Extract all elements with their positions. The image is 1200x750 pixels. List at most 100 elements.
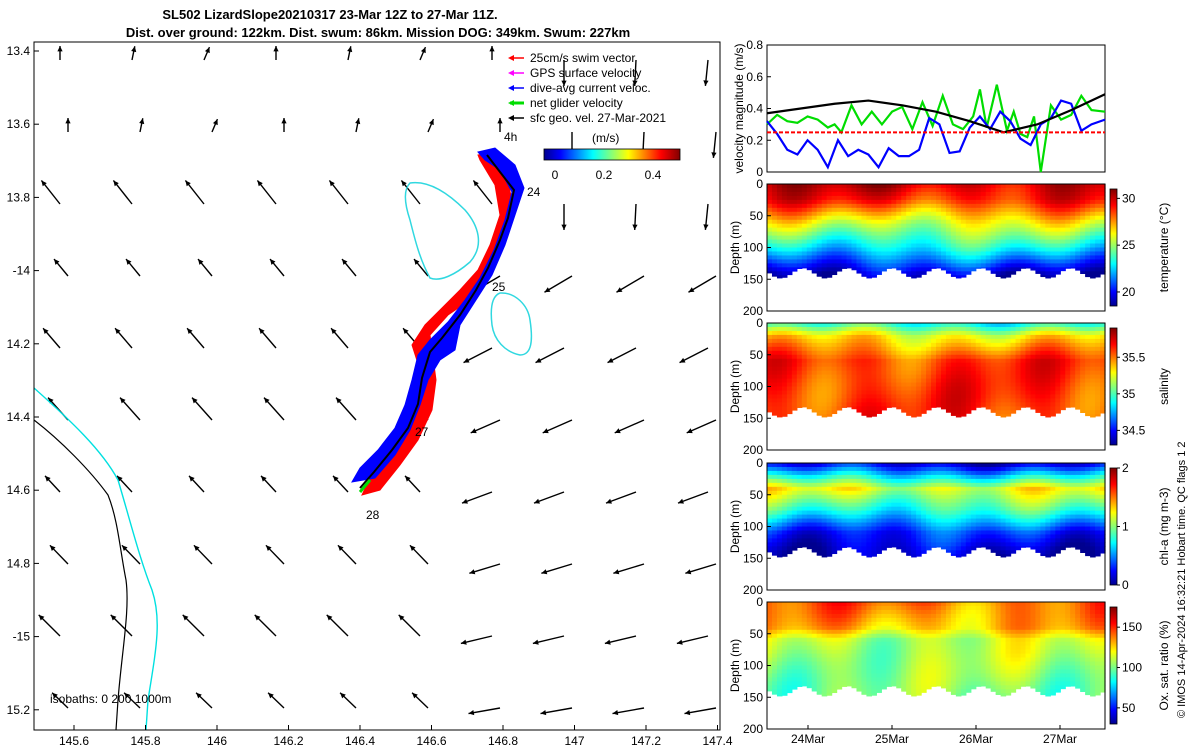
section-cell: [886, 211, 892, 217]
section-cell: [1055, 514, 1061, 520]
section-cell: [896, 366, 902, 372]
section-cell: [846, 211, 853, 217]
section-cell: [786, 402, 793, 407]
section-cell: [911, 191, 917, 197]
section-cell: [1065, 518, 1071, 524]
section-cell: [806, 195, 813, 201]
section-cell: [975, 490, 982, 496]
section-cell: [950, 463, 957, 468]
section-cell: [856, 184, 863, 189]
section-cell: [771, 466, 778, 472]
section-cell: [985, 195, 992, 201]
section-cell: [871, 358, 877, 364]
section-cell: [911, 255, 917, 260]
section-cell: [821, 199, 828, 205]
section-cell: [1055, 199, 1061, 205]
section-cell: [1055, 546, 1061, 551]
section-cell: [786, 526, 793, 531]
section-cell: [1100, 394, 1106, 399]
section-cell: [1020, 463, 1027, 468]
section-cell: [816, 482, 823, 488]
section-cell: [776, 605, 783, 611]
section-cell: [990, 330, 997, 336]
section-cell: [990, 346, 997, 352]
section-cell: [965, 402, 972, 407]
section-cell: [861, 195, 868, 201]
section-cell: [1040, 199, 1046, 205]
section-cell: [901, 530, 907, 535]
section-cell: [1045, 326, 1051, 332]
section-cell: [995, 510, 1002, 516]
section-cell: [841, 506, 848, 512]
section-cell: [781, 669, 788, 674]
geo-velocity-arrow: [703, 203, 709, 230]
section-cell: [926, 227, 932, 233]
section-cell: [1010, 394, 1017, 399]
section-cell: [1095, 227, 1101, 233]
section-cell: [846, 231, 853, 237]
section-cell: [945, 538, 952, 543]
section-cell: [1085, 474, 1091, 480]
section-cell: [786, 211, 793, 217]
section-cell: [826, 350, 833, 356]
section-cell: [1085, 330, 1091, 336]
section-cell: [841, 334, 848, 340]
section-cell: [926, 350, 932, 356]
section-cell: [921, 199, 927, 205]
section-cell: [781, 354, 788, 360]
section-cell: [985, 207, 992, 213]
section-cell: [856, 410, 863, 413]
section-cell: [781, 490, 788, 496]
section-cell: [960, 187, 967, 193]
section-cell: [965, 470, 972, 476]
section-cell: [901, 243, 907, 248]
section-cell: [1015, 267, 1022, 272]
section-cell: [1040, 514, 1046, 520]
section-cell: [916, 334, 922, 340]
section-cell: [886, 255, 892, 260]
section-cell: [776, 613, 783, 619]
section-cell: [1035, 243, 1041, 248]
section-cell: [901, 358, 907, 364]
section-cell: [821, 187, 828, 193]
section-cell: [866, 227, 872, 233]
section-cell: [955, 466, 962, 472]
section-cell: [1040, 342, 1046, 348]
section-cell: [1025, 378, 1032, 384]
section-cell: [1080, 354, 1086, 360]
section-cell: [990, 342, 997, 348]
section-cell: [1015, 382, 1022, 387]
section-cell: [950, 526, 957, 531]
section-cell: [881, 466, 887, 472]
section-cell: [995, 203, 1002, 209]
section-cell: [1075, 354, 1081, 360]
section-cell: [1055, 386, 1061, 391]
section-cell: [831, 354, 838, 360]
section-cell: [826, 362, 833, 368]
section-cell: [945, 199, 952, 205]
section-cell: [1085, 251, 1091, 256]
section-cell: [816, 199, 823, 205]
section-cell: [985, 255, 992, 260]
section-cell: [801, 390, 808, 395]
section-cell: [1010, 478, 1017, 484]
section-cell: [826, 510, 833, 516]
section-cell: [1070, 506, 1076, 512]
section-cell: [906, 239, 912, 245]
section-cell: [1100, 358, 1106, 364]
geo-velocity-arrow: [632, 59, 638, 87]
section-cell: [836, 502, 843, 508]
section-cell: [926, 490, 932, 496]
section-cell: [826, 195, 833, 201]
section-cell: [1065, 199, 1071, 205]
section-cell: [856, 195, 863, 201]
section-cell: [1055, 394, 1061, 399]
section-cell: [851, 374, 858, 380]
section-cell: [871, 350, 877, 356]
section-cell: [926, 538, 932, 543]
section-cell: [806, 538, 813, 543]
geo-velocity-arrow: [330, 327, 349, 349]
section-cell: [995, 486, 1002, 492]
section-cell: [911, 534, 917, 539]
section-cell: [985, 227, 992, 233]
